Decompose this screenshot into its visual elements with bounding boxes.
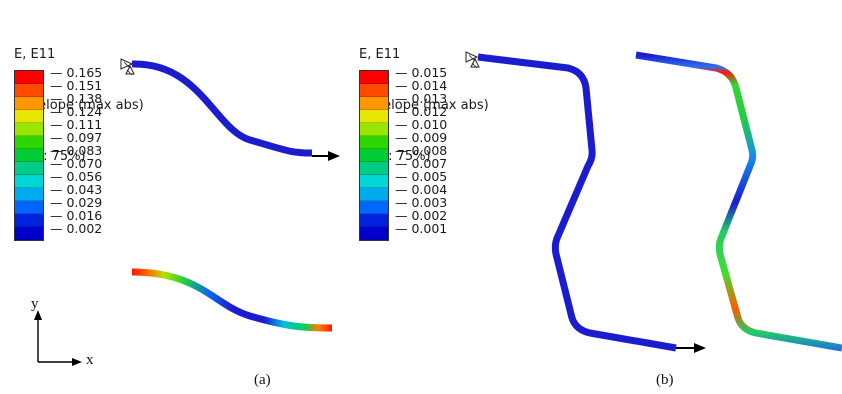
panel-b-pin-support-icon xyxy=(465,51,480,69)
legend-swatch xyxy=(360,110,388,123)
legend-swatch xyxy=(15,123,43,136)
x-axis-label: x xyxy=(86,352,94,368)
legend-value: — 0.002 xyxy=(395,208,448,223)
legend-value: — 0.003 xyxy=(395,195,448,210)
legend-swatch xyxy=(360,123,388,136)
xy-axis-triad xyxy=(34,310,82,366)
legend-value: — 0.151 xyxy=(50,78,103,93)
legend-swatch xyxy=(15,97,43,110)
legend-swatch xyxy=(15,214,43,227)
legend-value: — 0.015 xyxy=(395,65,448,80)
y-axis-label: y xyxy=(31,296,39,312)
legend-swatch xyxy=(360,162,388,175)
legend-value: — 0.012 xyxy=(395,104,448,119)
legend-swatch xyxy=(15,71,43,84)
panel-a-header-line-1: E, E11 xyxy=(14,47,56,62)
legend-value: — 0.043 xyxy=(50,182,103,197)
panel-a-force-arrow-icon xyxy=(312,151,340,161)
legend-swatch xyxy=(360,214,388,227)
legend-value: — 0.111 xyxy=(50,117,103,132)
legend-swatch xyxy=(360,136,388,149)
legend-swatch xyxy=(15,201,43,214)
panel-a-deformed-beam xyxy=(131,60,313,157)
legend-swatch xyxy=(15,162,43,175)
legend-value: — 0.124 xyxy=(50,104,103,119)
legend-value: — 0.013 xyxy=(395,91,448,106)
panel-b-deformed-beam xyxy=(477,53,677,352)
legend-swatch xyxy=(360,71,388,84)
legend-value: — 0.029 xyxy=(50,195,103,210)
legend-value: — 0.056 xyxy=(50,169,103,184)
legend-value: — 0.010 xyxy=(395,117,448,132)
panel-b-header-line-1: E, E11 xyxy=(359,47,401,62)
panel-a-strain-contour-beam xyxy=(131,268,333,332)
legend-value: — 0.007 xyxy=(395,156,448,171)
legend-value: — 0.008 xyxy=(395,143,448,158)
legend-value: — 0.165 xyxy=(50,65,103,80)
legend-swatch xyxy=(360,97,388,110)
legend-value: — 0.083 xyxy=(50,143,103,158)
legend-swatch xyxy=(15,136,43,149)
panel-a-pin-support-icon xyxy=(120,58,135,76)
legend-value: — 0.001 xyxy=(395,221,448,236)
legend-value: — 0.070 xyxy=(50,156,103,171)
panel-a-caption: (a) xyxy=(254,372,271,388)
legend-value: — 0.097 xyxy=(50,130,103,145)
legend-swatch xyxy=(360,84,388,97)
panel-b-caption: (b) xyxy=(656,372,674,388)
legend-value: — 0.002 xyxy=(50,221,103,236)
panel-a-color-legend xyxy=(14,70,44,241)
legend-swatch xyxy=(15,84,43,97)
legend-swatch xyxy=(15,175,43,188)
panel-b-strain-contour-beam xyxy=(635,51,842,352)
legend-swatch xyxy=(15,227,43,240)
legend-value: — 0.016 xyxy=(50,208,103,223)
legend-value: — 0.005 xyxy=(395,169,448,184)
legend-swatch xyxy=(15,149,43,162)
legend-value: — 0.014 xyxy=(395,78,448,93)
panel-b-force-arrow-icon xyxy=(676,343,706,353)
legend-value: — 0.009 xyxy=(395,130,448,145)
legend-swatch xyxy=(360,188,388,201)
legend-value: — 0.004 xyxy=(395,182,448,197)
legend-swatch xyxy=(360,227,388,240)
legend-swatch xyxy=(15,188,43,201)
legend-swatch xyxy=(360,201,388,214)
legend-swatch xyxy=(360,149,388,162)
legend-value: — 0.138 xyxy=(50,91,103,106)
legend-swatch xyxy=(15,110,43,123)
legend-swatch xyxy=(360,175,388,188)
panel-b-color-legend xyxy=(359,70,389,241)
